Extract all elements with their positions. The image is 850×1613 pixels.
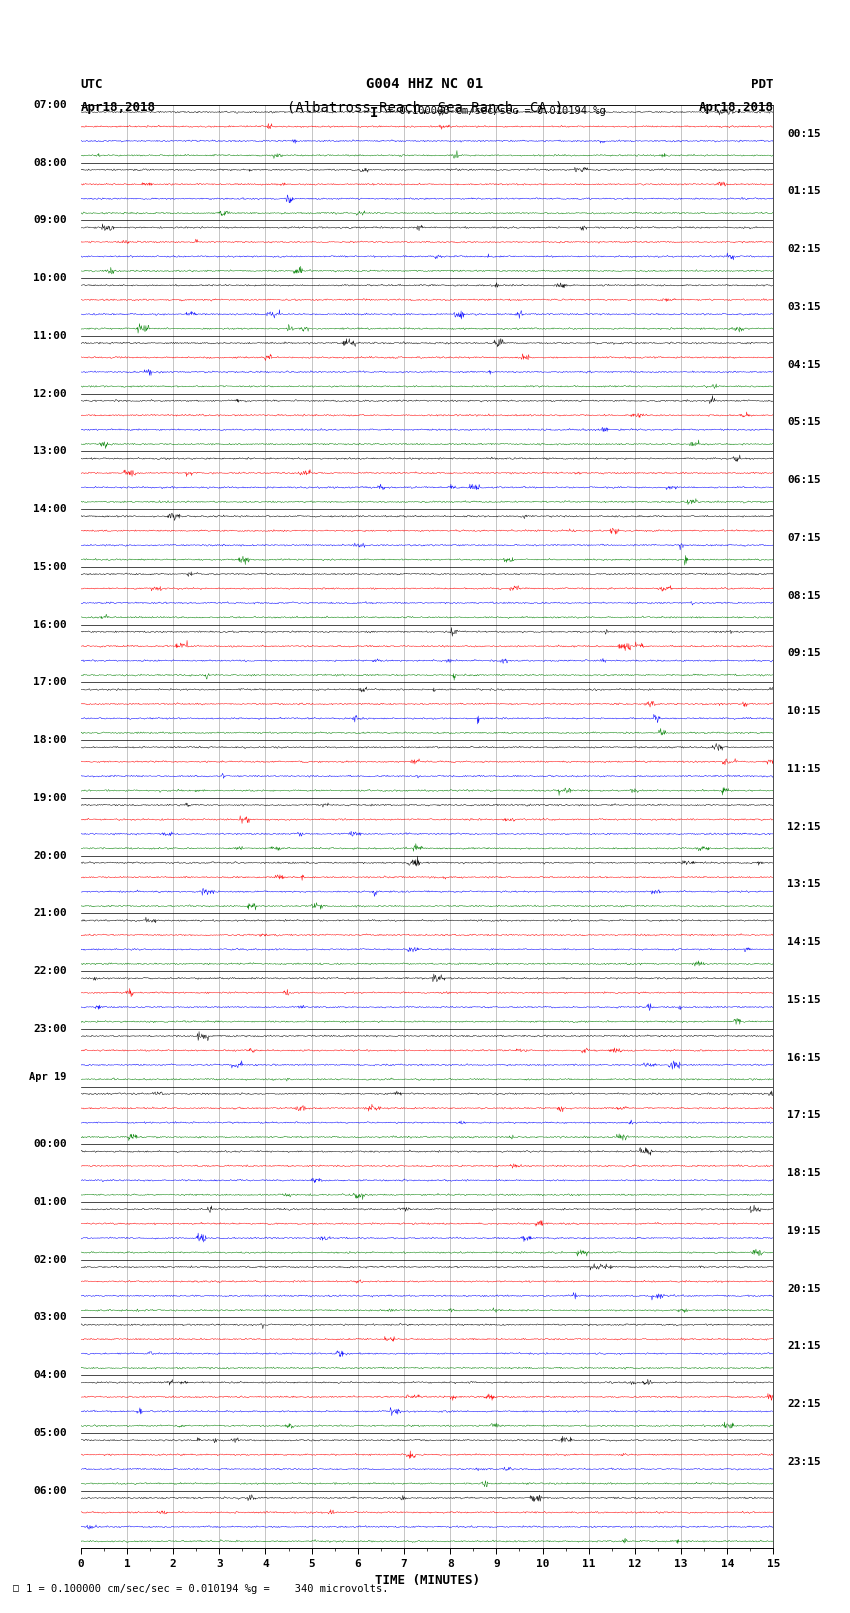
- Text: 03:15: 03:15: [787, 302, 821, 311]
- Text: 04:00: 04:00: [33, 1371, 67, 1381]
- Text: 13:15: 13:15: [787, 879, 821, 889]
- Text: 00:00: 00:00: [33, 1139, 67, 1148]
- Text: 07:15: 07:15: [787, 532, 821, 544]
- Text: Apr 19: Apr 19: [30, 1073, 67, 1082]
- Text: 1 = 0.100000 cm/sec/sec = 0.010194 %g =    340 microvolts.: 1 = 0.100000 cm/sec/sec = 0.010194 %g = …: [26, 1584, 388, 1594]
- Text: 14:15: 14:15: [787, 937, 821, 947]
- Text: 11:00: 11:00: [33, 331, 67, 340]
- Text: 17:15: 17:15: [787, 1110, 821, 1121]
- Text: 10:15: 10:15: [787, 706, 821, 716]
- Text: 04:15: 04:15: [787, 360, 821, 369]
- Text: 03:00: 03:00: [33, 1313, 67, 1323]
- Text: 08:15: 08:15: [787, 590, 821, 600]
- Text: UTC: UTC: [81, 77, 103, 90]
- Text: 09:15: 09:15: [787, 648, 821, 658]
- Text: □: □: [13, 1584, 19, 1594]
- Text: 02:00: 02:00: [33, 1255, 67, 1265]
- Text: 05:00: 05:00: [33, 1428, 67, 1437]
- Text: 22:15: 22:15: [787, 1398, 821, 1410]
- Text: 06:15: 06:15: [787, 476, 821, 486]
- Text: 17:00: 17:00: [33, 677, 67, 687]
- Text: Apr18,2018: Apr18,2018: [81, 100, 156, 115]
- Text: 22:00: 22:00: [33, 966, 67, 976]
- X-axis label: TIME (MINUTES): TIME (MINUTES): [375, 1574, 479, 1587]
- Text: PDT: PDT: [751, 77, 774, 90]
- Text: Apr18,2018: Apr18,2018: [699, 100, 774, 115]
- Text: 23:00: 23:00: [33, 1024, 67, 1034]
- Text: G004 HHZ NC 01: G004 HHZ NC 01: [366, 77, 484, 90]
- Text: 14:00: 14:00: [33, 505, 67, 515]
- Text: 10:00: 10:00: [33, 273, 67, 282]
- Text: 15:00: 15:00: [33, 561, 67, 571]
- Text: 12:00: 12:00: [33, 389, 67, 398]
- Text: 07:00: 07:00: [33, 100, 67, 110]
- Text: 09:00: 09:00: [33, 216, 67, 226]
- Text: I: I: [370, 106, 378, 121]
- Text: 06:00: 06:00: [33, 1486, 67, 1495]
- Text: 20:15: 20:15: [787, 1284, 821, 1294]
- Text: = 0.100000 cm/sec/sec = 0.010194 %g: = 0.100000 cm/sec/sec = 0.010194 %g: [387, 106, 605, 116]
- Text: 18:00: 18:00: [33, 736, 67, 745]
- Text: 01:00: 01:00: [33, 1197, 67, 1207]
- Text: 02:15: 02:15: [787, 244, 821, 255]
- Text: 05:15: 05:15: [787, 418, 821, 427]
- Text: 01:15: 01:15: [787, 187, 821, 197]
- Text: 18:15: 18:15: [787, 1168, 821, 1177]
- Text: 21:15: 21:15: [787, 1342, 821, 1352]
- Text: 00:15: 00:15: [787, 129, 821, 139]
- Text: 15:15: 15:15: [787, 995, 821, 1005]
- Text: 11:15: 11:15: [787, 765, 821, 774]
- Text: 23:15: 23:15: [787, 1457, 821, 1466]
- Text: 19:00: 19:00: [33, 794, 67, 803]
- Text: (Albatross Reach, Sea Ranch, CA ): (Albatross Reach, Sea Ranch, CA ): [286, 100, 564, 115]
- Text: 19:15: 19:15: [787, 1226, 821, 1236]
- Text: 20:00: 20:00: [33, 850, 67, 860]
- Text: 16:00: 16:00: [33, 619, 67, 629]
- Text: 12:15: 12:15: [787, 821, 821, 832]
- Text: 13:00: 13:00: [33, 447, 67, 456]
- Text: 21:00: 21:00: [33, 908, 67, 918]
- Text: 08:00: 08:00: [33, 158, 67, 168]
- Text: 16:15: 16:15: [787, 1053, 821, 1063]
